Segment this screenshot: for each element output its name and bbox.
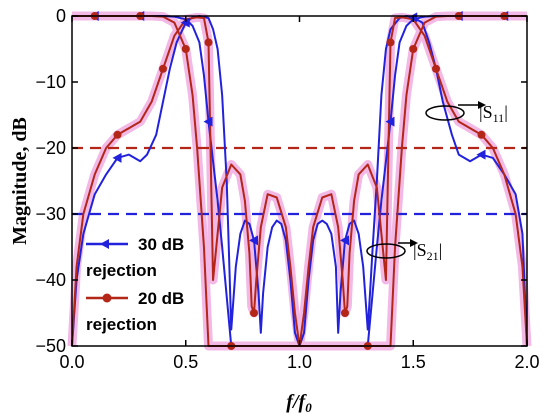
y-axis-title: Magnitude, dB: [9, 117, 31, 245]
series-0-s21-marker: [112, 152, 122, 163]
x-axis-title-main: f/f: [286, 391, 307, 413]
y-tick-label: −50: [35, 336, 66, 356]
series-0-s21-marker: [476, 149, 486, 160]
y-tick-label: −20: [35, 138, 66, 158]
annotation-s21-sub: 21: [427, 249, 439, 263]
series-0-s11-marker: [385, 116, 395, 127]
legend-blue-marker: [100, 239, 109, 249]
legend: 30 dB rejection 20 dB rejection: [86, 235, 184, 334]
series-1-s11-marker: [181, 45, 190, 53]
series-1-s21-marker: [159, 64, 167, 73]
annotation-s11-ellipse: [425, 105, 465, 121]
series-0-s21-marker: [340, 235, 349, 246]
series-1-s21-marker: [341, 309, 349, 317]
series-0-s21-marker: [180, 17, 190, 28]
annotation-s21-main: S: [417, 240, 427, 260]
x-tick-label: 1.5: [401, 352, 426, 372]
y-tick-label: −30: [35, 204, 66, 224]
y-tick-label: −10: [35, 72, 66, 92]
series-1-s11-marker: [409, 45, 418, 53]
reference-lines: [72, 146, 527, 216]
annotation-s21-ellipse: [366, 243, 406, 259]
y-tick-label: −40: [35, 270, 66, 290]
legend-red-label-line1: 20 dB: [138, 289, 184, 308]
x-tick-label: 0.5: [173, 352, 198, 372]
x-axis-title: f/f0: [286, 391, 312, 415]
series-1-s21-marker: [477, 130, 486, 139]
annotation-s21-arrowhead: [410, 239, 418, 247]
annotation-s11-sub: 11: [493, 111, 505, 125]
x-tick-label: 2.0: [514, 352, 539, 372]
legend-blue-label-line1: 30 dB: [138, 235, 184, 254]
x-axis-title-sub: 0: [305, 400, 312, 415]
annotation-s11-label: |S11|: [479, 102, 508, 125]
annotation-s11-main: S: [483, 102, 493, 122]
tick-layer: 0.0 0.5 1.0 1.5 2.0 0 −10 −20 −30 −40 −50: [35, 6, 539, 372]
series-0-s11-marker: [203, 116, 213, 127]
annotation-s21-label: |S21|: [413, 240, 442, 263]
series-0-s21-marker: [249, 235, 258, 246]
legend-blue-label-line2: rejection: [86, 261, 157, 280]
series-1-s21-marker: [204, 38, 213, 47]
series-1-s21-marker: [386, 38, 395, 47]
legend-red-marker: [102, 293, 112, 303]
x-tick-label: 1.0: [287, 352, 312, 372]
y-tick-label: 0: [56, 6, 66, 26]
series-1-s21-marker: [113, 130, 122, 139]
annotation-s11-arrowhead: [478, 101, 486, 109]
series-1-s21-marker: [250, 309, 258, 317]
x-tick-label: 0.0: [59, 352, 84, 372]
series-1-s21-marker: [432, 64, 440, 73]
legend-red-label-line2: rejection: [86, 315, 157, 334]
